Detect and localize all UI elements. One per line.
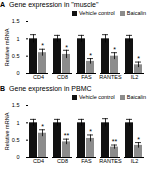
- svg-text:1.5: 1.5: [12, 102, 20, 108]
- svg-text:FAS: FAS: [81, 74, 92, 80]
- svg-text:*: *: [89, 52, 92, 59]
- svg-text:0.5: 0.5: [12, 53, 20, 59]
- svg-text:1: 1: [16, 120, 19, 126]
- svg-text:**: **: [112, 138, 118, 145]
- svg-text:Relative mRNA: Relative mRNA: [4, 28, 10, 66]
- html-text:Vehicle control: Vehicle control: [79, 10, 115, 16]
- html-text:A: A: [0, 1, 6, 8]
- svg-text:Relative mRNA: Relative mRNA: [4, 112, 10, 150]
- svg-text:RANTES: RANTES: [99, 74, 122, 80]
- svg-text:CD8: CD8: [57, 158, 68, 164]
- html-text:Baicalin: Baicalin: [126, 94, 146, 100]
- svg-text:0.5: 0.5: [12, 137, 20, 143]
- html-text:Gene expression in PBMC: Gene expression in PBMC: [9, 85, 92, 92]
- svg-text:CD4: CD4: [33, 158, 44, 164]
- html-text:Gene expression in "muscle": Gene expression in "muscle": [9, 1, 99, 8]
- svg-text:IL2: IL2: [131, 158, 139, 164]
- svg-text:0: 0: [16, 70, 19, 76]
- svg-text:*: *: [113, 46, 116, 53]
- svg-text:1.5: 1.5: [12, 18, 20, 24]
- html-text:Vehicle control: Vehicle control: [79, 94, 115, 100]
- svg-text:0: 0: [16, 154, 19, 160]
- svg-text:*: *: [41, 42, 44, 49]
- svg-text:*: *: [89, 128, 92, 135]
- svg-text:FAS: FAS: [81, 158, 92, 164]
- svg-text:RANTES: RANTES: [99, 158, 122, 164]
- svg-text:CD8: CD8: [57, 74, 68, 80]
- html-text:B: B: [0, 85, 6, 92]
- svg-text:*: *: [65, 44, 68, 51]
- svg-text:1: 1: [16, 36, 19, 42]
- html-text:Baicalin: Baicalin: [126, 10, 146, 16]
- svg-text:CD4: CD4: [33, 74, 44, 80]
- svg-text:*: *: [137, 55, 140, 62]
- svg-text:*: *: [41, 123, 44, 130]
- svg-text:IL2: IL2: [131, 74, 139, 80]
- svg-text:**: **: [64, 132, 70, 139]
- svg-text:*: *: [137, 136, 140, 143]
